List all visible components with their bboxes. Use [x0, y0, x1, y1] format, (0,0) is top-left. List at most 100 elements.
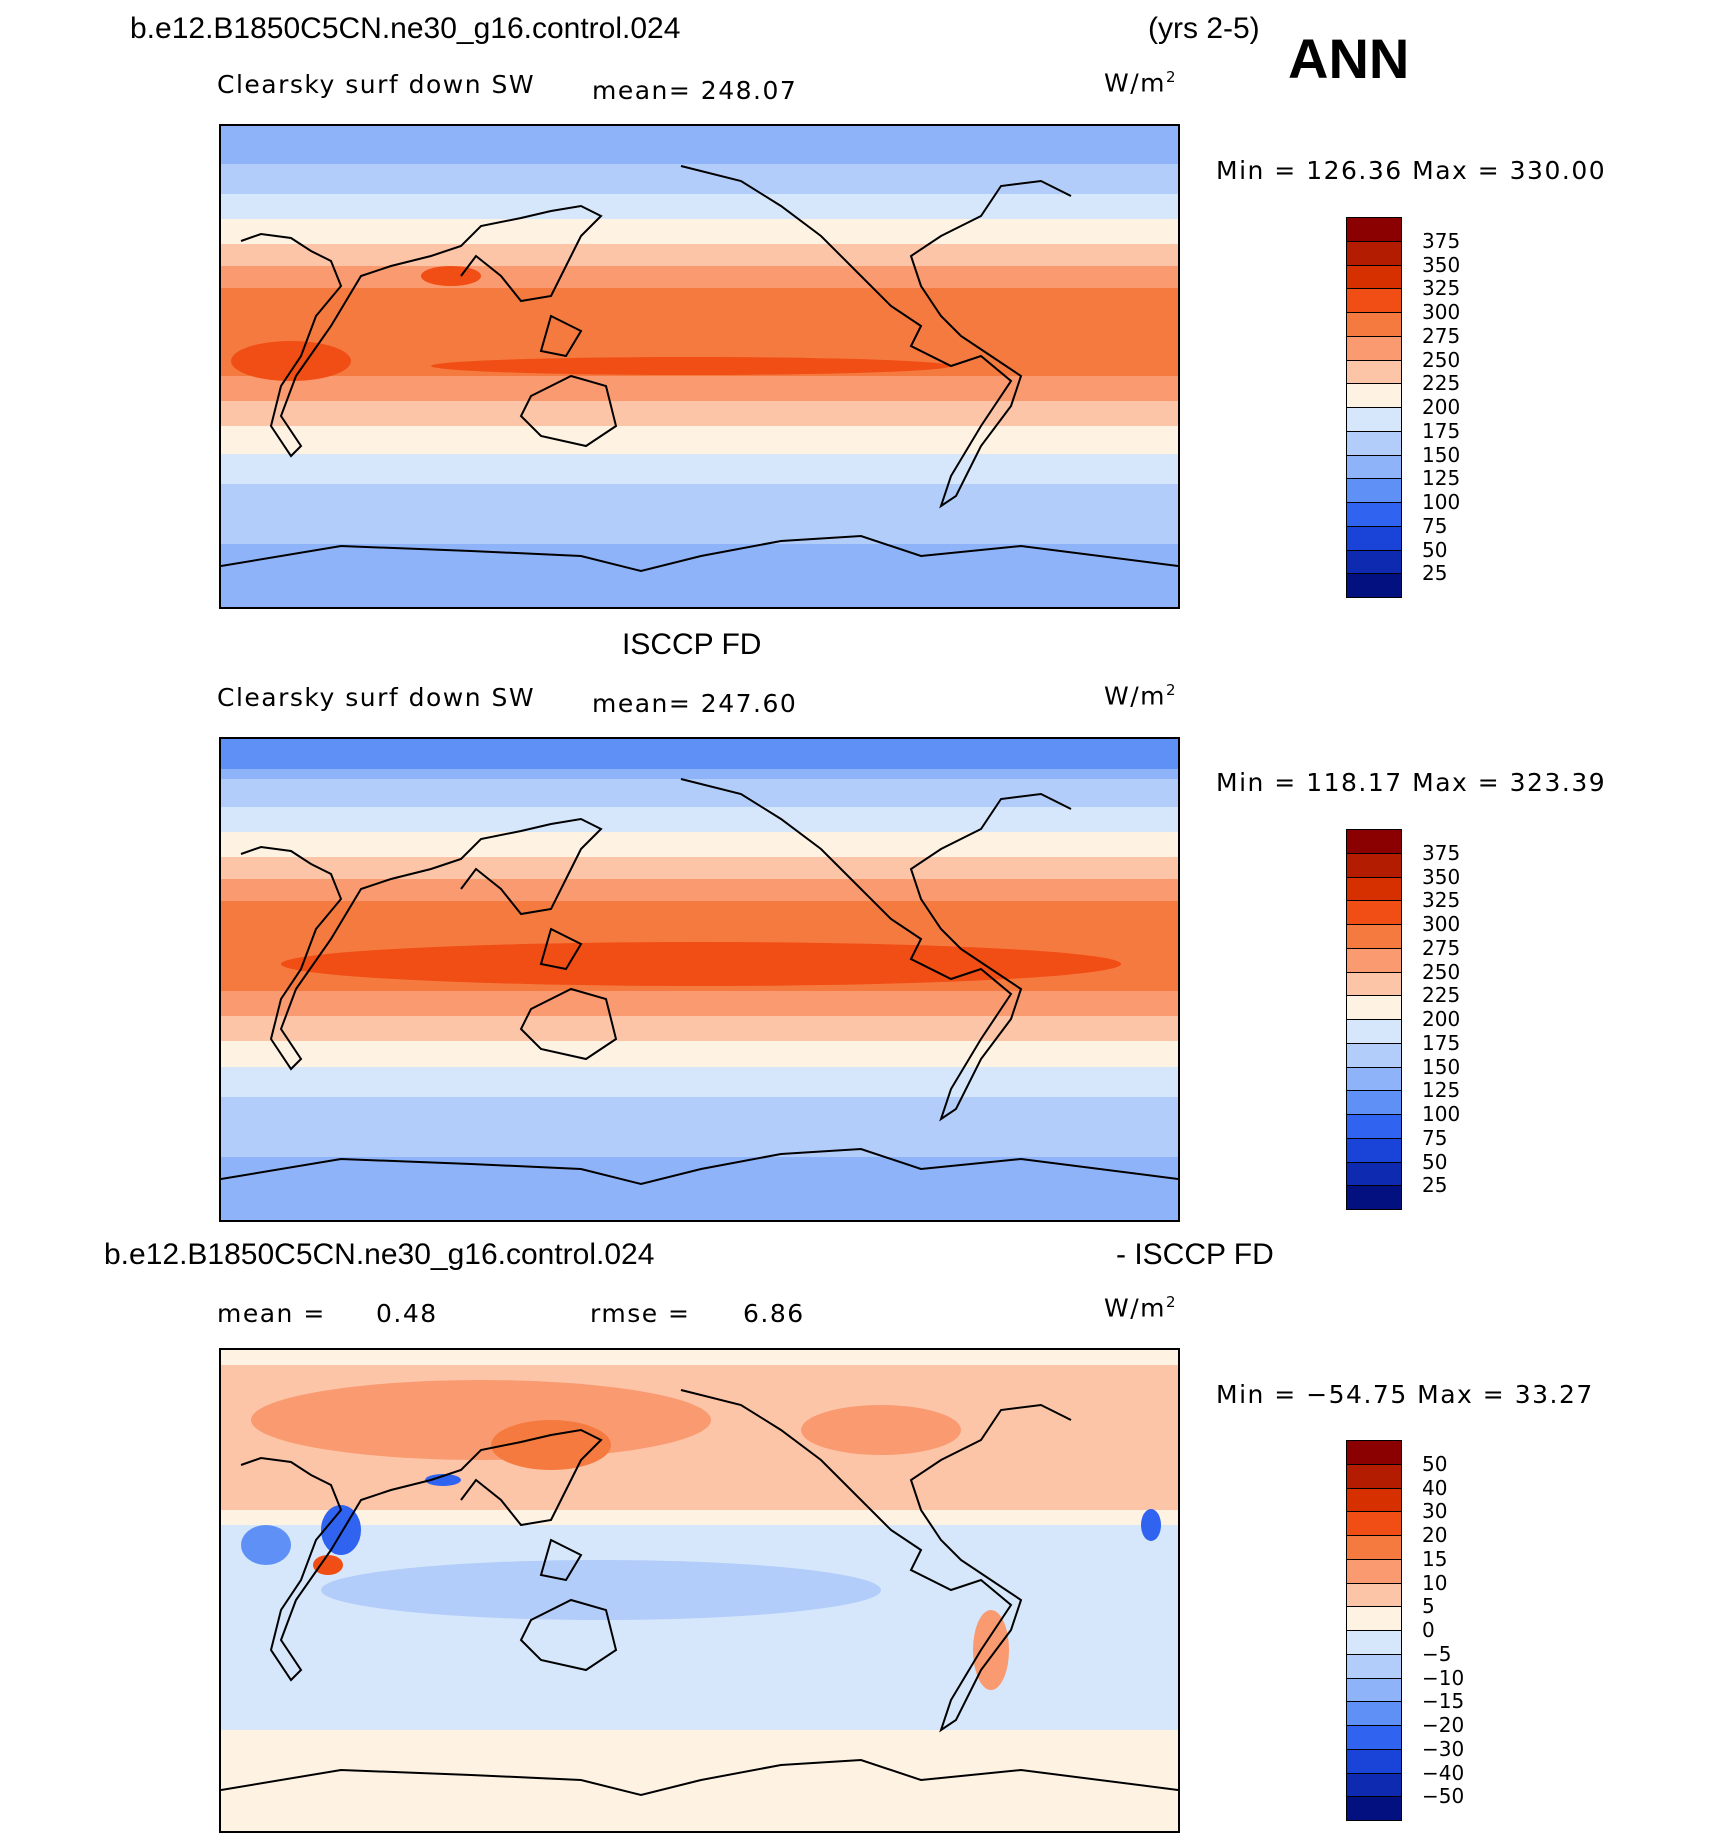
colorbar-swatch — [1346, 217, 1402, 242]
contour-patch — [251, 1380, 711, 1460]
panel2-map-field — [221, 739, 1178, 1220]
case-title: b.e12.B1850C5CN.ne30_g16.control.024 — [130, 12, 681, 45]
band — [221, 401, 1178, 426]
panel1-minmax: Min = 126.36 Max = 330.00 — [1216, 156, 1607, 185]
colorbar-label: −50 — [1422, 1784, 1465, 1809]
colorbar-swatch — [1346, 852, 1402, 878]
contour-patch — [801, 1405, 961, 1455]
colorbar-label: 100 — [1422, 490, 1461, 514]
colorbar-swatch — [1346, 1677, 1402, 1703]
colorbar-swatch — [1346, 312, 1402, 337]
panel3-title-right: - ISCCP FD — [1116, 1238, 1274, 1271]
colorbar-swatch — [1346, 1042, 1402, 1068]
colorbar-swatch — [1346, 264, 1402, 290]
colorbar-swatch — [1346, 1463, 1402, 1489]
colorbar-swatch — [1346, 971, 1402, 997]
colorbar-swatch — [1346, 1161, 1402, 1187]
colorbar-swatch — [1346, 1796, 1402, 1821]
colorbar-swatch — [1346, 407, 1402, 432]
colorbar-label: −15 — [1422, 1689, 1465, 1714]
contour-patch — [321, 1505, 361, 1555]
coastlines — [221, 778, 1178, 1186]
band — [221, 991, 1178, 1016]
colorbar-label: 150 — [1422, 1054, 1461, 1079]
colorbar-swatch — [1346, 430, 1402, 456]
colorbar-swatch — [1346, 1653, 1402, 1679]
colorbar-label: 20 — [1422, 1523, 1448, 1547]
band — [221, 1016, 1178, 1041]
years-label: (yrs 2-5) — [1148, 12, 1260, 45]
panel1-mean: mean= 248.07 — [592, 76, 798, 105]
colorbar-label: −20 — [1422, 1713, 1465, 1737]
band — [221, 832, 1178, 857]
panel2-units: W/m2 — [1104, 681, 1178, 711]
panel2-map — [219, 737, 1180, 1222]
colorbar-swatch — [1346, 1630, 1402, 1655]
panel2-variable: Clearsky surf down SW — [217, 683, 536, 712]
panel3-colorbar: 50 40 30 20 15 10 5 0 −5 −10 −15 −20 −30 −40 −50 — [1346, 1440, 1464, 1821]
contour-patch — [491, 1420, 611, 1470]
colorbar-label: 250 — [1422, 347, 1461, 372]
colorbar-swatch — [1346, 1440, 1402, 1465]
colorbar-swatch — [1346, 359, 1402, 385]
panel1-map — [219, 124, 1180, 609]
colorbar-swatch — [1346, 1019, 1402, 1044]
panel3-rmse-label: rmse = — [590, 1299, 691, 1328]
colorbar-label: −40 — [1422, 1760, 1465, 1785]
band — [221, 857, 1178, 879]
colorbar-swatch — [1346, 1748, 1402, 1774]
colorbar-swatch — [1346, 924, 1402, 949]
colorbar-label: −30 — [1422, 1736, 1465, 1761]
band — [221, 879, 1178, 901]
band — [221, 1067, 1178, 1097]
colorbar-label: 375 — [1422, 228, 1461, 253]
colorbar-label: 325 — [1422, 276, 1461, 301]
colorbar-label: −5 — [1422, 1641, 1452, 1666]
band — [221, 426, 1178, 454]
colorbar-swatch — [1346, 947, 1402, 973]
contour-patch — [231, 341, 351, 381]
colorbar-swatch — [1346, 995, 1402, 1020]
contour-patch — [1141, 1509, 1161, 1541]
colorbar-label: 75 — [1422, 1125, 1448, 1150]
panel2-colorbar: 375 350 325 300 275 250 225 200 175 150 125 100 75 50… — [1346, 829, 1460, 1210]
colorbar-label: 10 — [1422, 1570, 1448, 1595]
panel2-title: ISCCP FD — [622, 628, 762, 661]
colorbar-swatch — [1346, 288, 1402, 313]
colorbar-label: 225 — [1422, 371, 1461, 396]
band — [221, 1510, 1178, 1525]
panel2-minmax: Min = 118.17 Max = 323.39 — [1216, 768, 1607, 797]
colorbar-swatch — [1346, 829, 1402, 854]
colorbar-label: 25 — [1422, 1173, 1448, 1198]
colorbar-label: 200 — [1422, 1007, 1461, 1031]
colorbar-label: 0 — [1422, 1618, 1435, 1642]
colorbar-label: 200 — [1422, 395, 1461, 419]
colorbar-swatch — [1346, 1137, 1402, 1163]
band — [221, 739, 1178, 769]
band — [221, 266, 1178, 288]
band — [221, 194, 1178, 219]
colorbar-label: 250 — [1422, 959, 1461, 984]
colorbar-label: 100 — [1422, 1102, 1461, 1126]
colorbar-swatch — [1346, 478, 1402, 503]
colorbar-label: 125 — [1422, 466, 1461, 491]
colorbar-swatch — [1346, 1606, 1402, 1631]
panel1-map-field — [221, 126, 1178, 607]
colorbar-label: 125 — [1422, 1078, 1461, 1103]
colorbar-label: 350 — [1422, 252, 1461, 277]
colorbar-swatch — [1346, 1772, 1402, 1798]
band — [221, 1041, 1178, 1067]
band — [221, 244, 1178, 266]
colorbar-swatch — [1346, 240, 1402, 266]
colorbar-swatch — [1346, 549, 1402, 575]
panel3-rmse-value: 6.86 — [743, 1299, 805, 1328]
colorbar-swatch — [1346, 454, 1402, 480]
panel3-units: W/m2 — [1104, 1293, 1178, 1323]
coastlines — [221, 1389, 1178, 1797]
colorbar-label: 75 — [1422, 513, 1448, 538]
colorbar-label: 50 — [1422, 1451, 1448, 1476]
colorbar-label: 5 — [1422, 1594, 1435, 1619]
colorbar-label: 325 — [1422, 888, 1461, 913]
contour-patch — [973, 1610, 1009, 1690]
band — [221, 376, 1178, 401]
